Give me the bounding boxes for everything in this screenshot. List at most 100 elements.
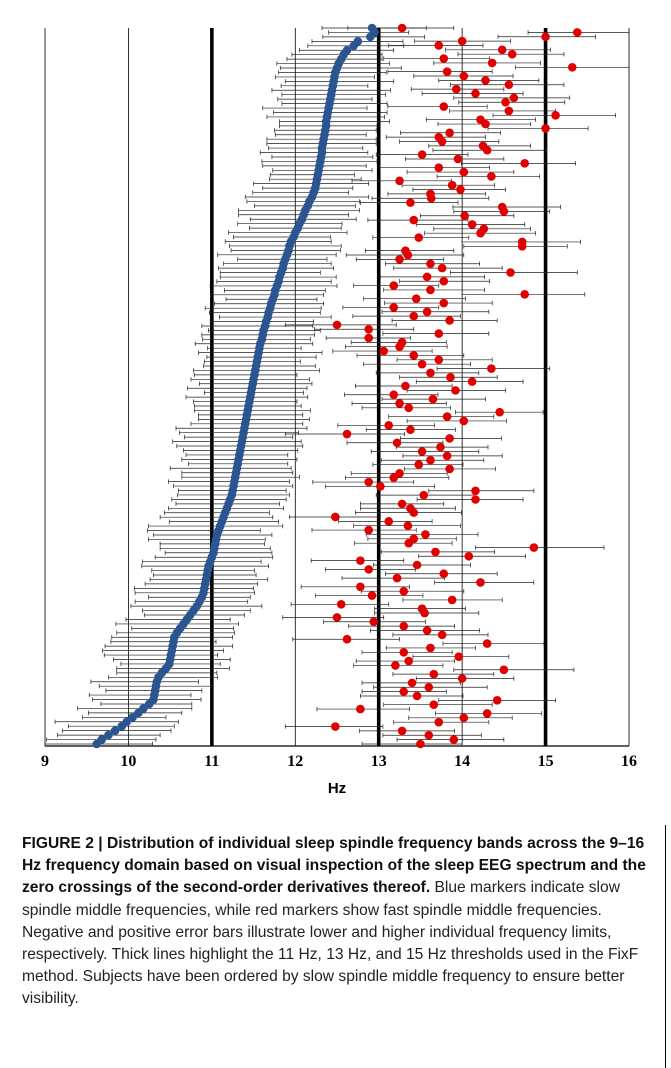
fast-spindle-marker (417, 150, 427, 159)
fast-spindle-marker (507, 49, 517, 59)
fast-spindle-marker (520, 159, 530, 168)
fast-spindle-marker (439, 54, 449, 63)
fast-spindle-marker (431, 547, 440, 557)
fast-spindle-marker (482, 709, 492, 718)
fast-spindle-marker (403, 250, 413, 260)
fast-spindle-marker (342, 634, 352, 644)
fast-spindle-marker (504, 106, 514, 116)
fast-spindle-marker (409, 351, 419, 360)
fast-spindle-marker (446, 372, 455, 382)
fast-spindle-marker (453, 154, 463, 164)
fast-spindle-marker (356, 582, 365, 592)
fast-spindle-marker (391, 661, 400, 670)
fast-spindle-marker (392, 573, 402, 583)
fast-spindle-marker (460, 211, 469, 221)
x-tick-label-16: 16 (621, 753, 637, 770)
fast-spindle-marker (420, 608, 429, 618)
fast-spindle-marker (436, 442, 445, 452)
fast-spindle-marker (384, 420, 394, 430)
x-tick-label-10: 10 (120, 753, 136, 770)
fast-spindle-marker (449, 735, 459, 744)
fast-spindle-marker (331, 722, 340, 731)
fast-spindle-marker (414, 233, 424, 242)
slow-spindle-marker (144, 699, 154, 709)
fast-spindle-marker (376, 482, 385, 491)
fast-spindle-marker (445, 464, 454, 474)
fast-spindle-marker (364, 565, 374, 574)
fast-spindle-marker (439, 102, 449, 111)
fast-spindle-marker (457, 36, 467, 46)
fast-spindle-marker (331, 512, 340, 522)
fast-spindle-marker (336, 599, 346, 609)
fast-spindle-marker (551, 111, 560, 120)
fast-spindle-marker (428, 394, 438, 404)
fast-spindle-marker (403, 521, 413, 531)
fast-spindle-marker (452, 84, 461, 94)
fast-spindle-marker (437, 263, 447, 273)
caption-title: FIGURE 2 | Distribution of individual sl… (22, 835, 646, 897)
fast-spindle-marker (412, 691, 422, 701)
fast-spindle-marker (424, 730, 434, 740)
fast-spindle-marker (429, 700, 439, 710)
fast-spindle-marker (364, 477, 374, 487)
fast-spindle-marker (384, 517, 394, 526)
fast-spindle-marker (509, 93, 519, 103)
fast-spindle-marker (482, 145, 492, 155)
fast-spindle-marker (364, 324, 374, 334)
fast-spindle-marker (442, 412, 452, 421)
x-tick-label-14: 14 (454, 753, 470, 770)
fast-spindle-marker (499, 207, 509, 216)
caption-body: Blue markers indicate slow spindle middl… (22, 879, 639, 1008)
fast-spindle-marker (422, 272, 432, 282)
fast-spindle-marker (411, 294, 421, 303)
fast-spindle-marker (497, 45, 507, 55)
fast-spindle-marker (467, 377, 477, 386)
marker-layer (92, 23, 582, 749)
fast-spindle-marker (434, 717, 444, 727)
fast-spindle-marker (434, 163, 444, 173)
fast-spindle-marker (395, 255, 404, 264)
fast-spindle-marker (409, 311, 419, 321)
fast-spindle-marker (422, 307, 432, 317)
fast-spindle-marker (404, 403, 414, 413)
fast-spindle-marker (456, 185, 465, 194)
fast-spindle-marker (499, 665, 509, 675)
fast-spindle-marker (389, 303, 399, 312)
fast-spindle-marker (356, 704, 365, 714)
fast-spindle-marker (399, 648, 409, 657)
caption-text: FIGURE 2 | Distribution of individual sl… (22, 833, 652, 1011)
fast-spindle-marker (447, 595, 457, 605)
fast-spindle-marker (412, 560, 422, 570)
fast-spindle-marker (487, 364, 496, 373)
x-tick-label-11: 11 (204, 753, 219, 770)
fast-spindle-marker (445, 434, 454, 443)
fast-spindle-marker (426, 368, 435, 378)
fast-spindle-marker (364, 525, 374, 535)
fast-spindle-marker (471, 495, 480, 504)
fast-spindle-marker (369, 617, 379, 627)
fast-spindle-marker (397, 499, 407, 509)
slow-spindle-marker (134, 708, 143, 718)
x-axis-label: Hz (328, 780, 346, 797)
fast-spindle-marker (476, 228, 485, 238)
fast-spindle-marker (356, 556, 365, 565)
slow-spindle-marker (104, 730, 113, 740)
fast-spindle-marker (395, 342, 404, 352)
fast-spindle-marker (395, 399, 404, 408)
slow-spindle-marker (366, 32, 375, 42)
errorbar-layer (44, 25, 630, 747)
fast-spindle-marker (417, 359, 427, 369)
fast-spindle-marker (416, 739, 425, 749)
fast-spindle-marker (434, 329, 444, 338)
fast-spindle-marker (464, 551, 474, 561)
fast-spindle-marker (422, 626, 432, 635)
fast-spindle-marker (426, 285, 435, 295)
fast-spindle-marker (459, 416, 469, 426)
fast-spindle-marker (467, 220, 477, 229)
fast-spindle-marker (481, 119, 490, 129)
fast-spindle-marker (457, 674, 467, 683)
fast-spindle-marker (434, 41, 444, 50)
fast-spindle-marker (392, 438, 402, 448)
fast-spindle-marker (442, 451, 452, 461)
fast-spindle-marker (517, 241, 527, 251)
